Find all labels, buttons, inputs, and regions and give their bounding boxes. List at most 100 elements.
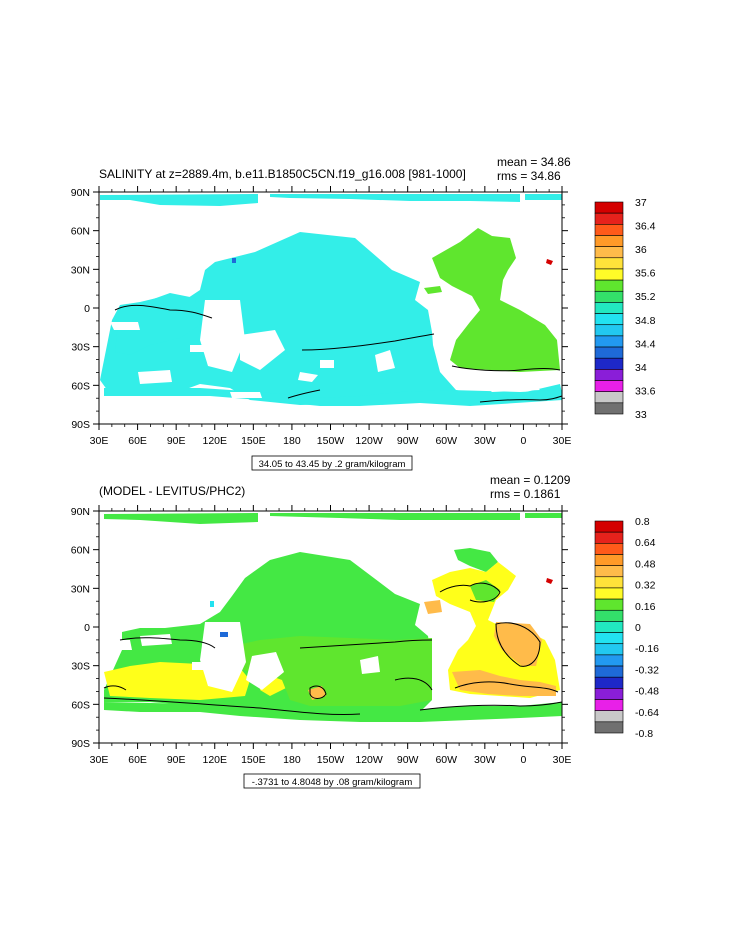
colorbar-swatch: [594, 699, 624, 711]
panel1-land-patch: [240, 330, 285, 370]
x-tick-label: 0: [520, 435, 526, 447]
panel2-near-zero-spot: [210, 601, 214, 607]
panel2-map-field: [103, 513, 563, 722]
x-tick-label: 150W: [317, 754, 345, 766]
panel1-info-text: 34.05 to 43.45 by .2 gram/kilogram: [259, 459, 406, 470]
colorbar-swatch: [594, 201, 624, 214]
x-tick-label: 60E: [128, 754, 147, 766]
panel2-land-patch: [246, 652, 284, 690]
panel1-low-value-spot: [232, 258, 236, 263]
colorbar-swatch: [594, 212, 624, 225]
colorbar-label: -0.32: [635, 664, 659, 676]
y-tick-label: 90N: [71, 187, 90, 199]
colorbar-label: 37: [635, 197, 647, 209]
panel1-contour-line: [114, 304, 213, 319]
panel2-info-box: -.3731 to 4.8048 by .08 gram/kilogram: [243, 773, 421, 789]
panel1-contour-line: [479, 395, 563, 403]
panel2-contour-line: [103, 685, 127, 691]
panel2-low-value-spot: [220, 632, 228, 637]
y-tick-label: 60S: [71, 380, 90, 392]
x-tick-label: 90W: [397, 754, 419, 766]
panel1-axes: 30E 60E 90E 120E 150E 180 150W 120W 90W 60W 30W 0 30…: [71, 186, 572, 447]
y-tick-label: 0: [84, 622, 90, 634]
y-tick-label: 30S: [71, 342, 90, 354]
panel1-mean: mean = 34.86: [497, 155, 571, 169]
colorbar-swatch: [594, 279, 624, 292]
x-tick-label: 60W: [435, 435, 457, 447]
panel2-south-region: [104, 702, 562, 722]
difference-panel: (MODEL - LEVITUS/PHC2) mean = 0.1209 rms…: [71, 473, 659, 789]
panel1-info-box-frame: [251, 455, 413, 471]
panel1-land-patch: [110, 322, 140, 330]
colorbar-label: 0: [635, 622, 641, 634]
x-tick-label: 150E: [241, 754, 266, 766]
x-tick-label: 120E: [202, 435, 227, 447]
panel1-info-box: 34.05 to 43.45 by .2 gram/kilogram: [251, 455, 413, 471]
colorbar-swatch: [594, 246, 624, 259]
colorbar-swatch: [594, 335, 624, 348]
colorbar-swatch: [594, 609, 624, 622]
y-tick-label: 90N: [71, 506, 90, 518]
panel2-high-value-spot: [546, 578, 553, 584]
panel2-arctic-region: [104, 513, 258, 524]
x-tick-label: 150E: [241, 435, 266, 447]
x-tick-label: 30W: [474, 754, 496, 766]
panel2-arctic-atlantic-region: [454, 548, 498, 572]
panel2-high-value-region: [308, 686, 326, 700]
panel1-colorbar: 37 36.4 36 35.6 35.2 34.8 34.4 34 33.6 33: [594, 197, 656, 421]
colorbar-label: -0.48: [635, 686, 659, 698]
colorbar-swatch: [594, 598, 624, 611]
colorbar-label: 36: [635, 244, 647, 256]
panel2-land-patch: [200, 622, 246, 692]
colorbar-swatch: [594, 554, 624, 566]
colorbar-label: 0.16: [635, 601, 656, 613]
panel1-arctic-region: [100, 194, 258, 206]
y-tick-label: 60N: [71, 545, 90, 557]
x-tick-label: 0: [520, 754, 526, 766]
colorbar-label: 34.8: [635, 315, 656, 327]
panel2-contour-line: [309, 685, 327, 699]
panel2-contour-line: [394, 677, 433, 691]
colorbar-swatch: [594, 391, 624, 404]
panel1-rms: rms = 34.86: [497, 169, 561, 183]
colorbar-swatch: [594, 224, 624, 236]
panel2-contour-line: [454, 681, 559, 693]
x-tick-label: 120W: [355, 435, 383, 447]
colorbar-label: 0.32: [635, 580, 656, 592]
colorbar-swatch: [594, 402, 624, 415]
panel1-map-field: [100, 194, 563, 406]
panel2-contour-line: [419, 701, 563, 711]
colorbar-label: 36.4: [635, 221, 656, 233]
panel1-land-patch: [138, 370, 172, 384]
x-tick-label: 150W: [317, 435, 345, 447]
x-tick-label: 30E: [90, 435, 109, 447]
colorbar-swatch: [594, 531, 624, 544]
panel1-arctic-region-east: [270, 194, 520, 202]
panel2-high-value-region: [494, 622, 542, 666]
y-tick-label: 0: [84, 303, 90, 315]
colorbar-label: -0.64: [635, 707, 659, 719]
salinity-panel: SALINITY at z=2889.4m, b.e11.B1850C5CN.f…: [71, 155, 656, 471]
x-tick-label: 90W: [397, 435, 419, 447]
colorbar-swatch: [594, 688, 624, 700]
y-tick-label: 30N: [71, 583, 90, 595]
panel2-land-patch: [110, 640, 132, 650]
colorbar-swatch: [594, 380, 624, 392]
panel2-contour-line: [439, 582, 501, 603]
panel1-mediterranean-region: [424, 286, 442, 294]
colorbar-swatch: [594, 721, 624, 734]
x-tick-label: 60W: [435, 754, 457, 766]
colorbar-label: 0.48: [635, 558, 656, 570]
colorbar-swatch: [594, 257, 624, 270]
x-tick-label: 30W: [474, 435, 496, 447]
y-tick-label: 60N: [71, 226, 90, 238]
colorbar-label: 34.4: [635, 338, 656, 350]
colorbar-label: 0.8: [635, 516, 650, 528]
x-tick-label: 30E: [553, 435, 572, 447]
colorbar-label: 35.6: [635, 268, 656, 280]
colorbar-swatch: [594, 290, 624, 303]
colorbar-label: 0.64: [635, 537, 656, 549]
x-tick-label: 90E: [167, 435, 186, 447]
panel1-land-patch: [230, 392, 262, 398]
